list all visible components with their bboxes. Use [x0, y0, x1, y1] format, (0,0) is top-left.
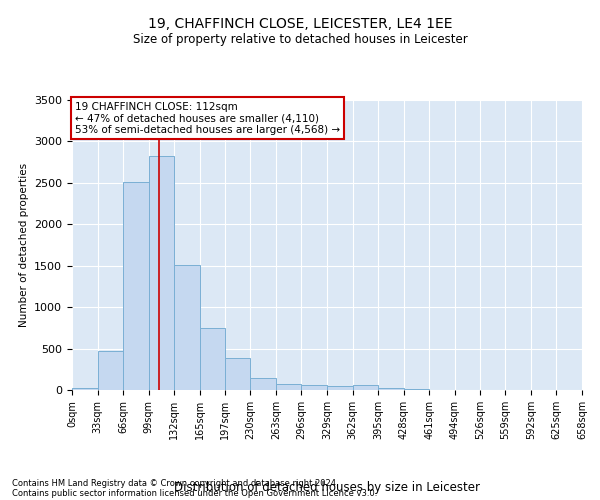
Bar	[327, 386, 353, 390]
Bar	[224, 358, 250, 390]
Bar	[276, 384, 301, 390]
Bar	[353, 385, 378, 390]
Bar	[123, 182, 149, 390]
Text: 19 CHAFFINCH CLOSE: 112sqm
← 47% of detached houses are smaller (4,110)
53% of s: 19 CHAFFINCH CLOSE: 112sqm ← 47% of deta…	[75, 102, 340, 135]
Bar	[200, 328, 224, 390]
Bar	[250, 378, 276, 390]
Bar	[72, 388, 98, 390]
Text: Contains HM Land Registry data © Crown copyright and database right 2024.: Contains HM Land Registry data © Crown c…	[12, 478, 338, 488]
Text: Contains public sector information licensed under the Open Government Licence v3: Contains public sector information licen…	[12, 488, 377, 498]
Bar	[404, 388, 430, 390]
Bar	[98, 351, 123, 390]
Bar	[301, 386, 327, 390]
Bar	[175, 265, 200, 390]
Bar	[149, 156, 175, 390]
Bar	[378, 388, 404, 390]
Text: 19, CHAFFINCH CLOSE, LEICESTER, LE4 1EE: 19, CHAFFINCH CLOSE, LEICESTER, LE4 1EE	[148, 18, 452, 32]
X-axis label: Distribution of detached houses by size in Leicester: Distribution of detached houses by size …	[174, 481, 480, 494]
Text: Size of property relative to detached houses in Leicester: Size of property relative to detached ho…	[133, 32, 467, 46]
Y-axis label: Number of detached properties: Number of detached properties	[19, 163, 29, 327]
